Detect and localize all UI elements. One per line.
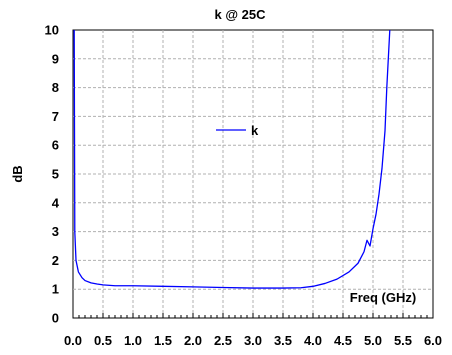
chart-title: k @ 25C <box>215 7 267 22</box>
series-line-k <box>73 29 391 289</box>
x-tick-marks <box>72 313 434 318</box>
y-tick-labels: 0 1 2 3 4 5 6 7 8 9 10 <box>45 23 60 326</box>
y-tick-label-8: 8 <box>52 80 59 95</box>
x-tick-label-1.5: 1.5 <box>154 333 172 348</box>
y-tick-label-10: 10 <box>45 23 59 38</box>
x-tick-label-4.5: 4.5 <box>334 333 352 348</box>
x-tick-label-4.0: 4.0 <box>304 333 322 348</box>
x-tick-label-0.0: 0.0 <box>64 333 82 348</box>
x-tick-label-3.5: 3.5 <box>274 333 292 348</box>
y-tick-label-0: 0 <box>52 311 59 326</box>
x-tick-label-5.0: 5.0 <box>364 333 382 348</box>
y-tick-label-9: 9 <box>52 51 59 66</box>
x-tick-label-2.0: 2.0 <box>184 333 202 348</box>
x-tick-label-2.5: 2.5 <box>214 333 232 348</box>
y-tick-label-4: 4 <box>52 195 60 210</box>
y-tick-label-2: 2 <box>52 253 59 268</box>
y-tick-label-7: 7 <box>52 109 59 124</box>
freq-annotation: Freq (GHz) <box>350 290 416 305</box>
x-tick-label-0.5: 0.5 <box>94 333 112 348</box>
y-tick-label-1: 1 <box>52 282 59 297</box>
x-tick-label-5.5: 5.5 <box>394 333 412 348</box>
grid-lines <box>73 30 433 318</box>
x-tick-label-3.0: 3.0 <box>244 333 262 348</box>
y-tick-label-3: 3 <box>52 224 59 239</box>
y-axis-label: dB <box>10 165 25 182</box>
y-tick-label-6: 6 <box>52 138 59 153</box>
legend-label-k: k <box>251 123 259 138</box>
x-tick-labels: 0.0 0.5 1.0 1.5 2.0 2.5 3.0 3.5 4.0 4.5 5.0 5.5 6.0 <box>64 333 442 348</box>
x-tick-label-6.0: 6.0 <box>424 333 442 348</box>
series-layer <box>73 29 391 289</box>
x-tick-label-1.0: 1.0 <box>124 333 142 348</box>
legend: k <box>216 123 259 138</box>
y-tick-label-5: 5 <box>52 167 59 182</box>
